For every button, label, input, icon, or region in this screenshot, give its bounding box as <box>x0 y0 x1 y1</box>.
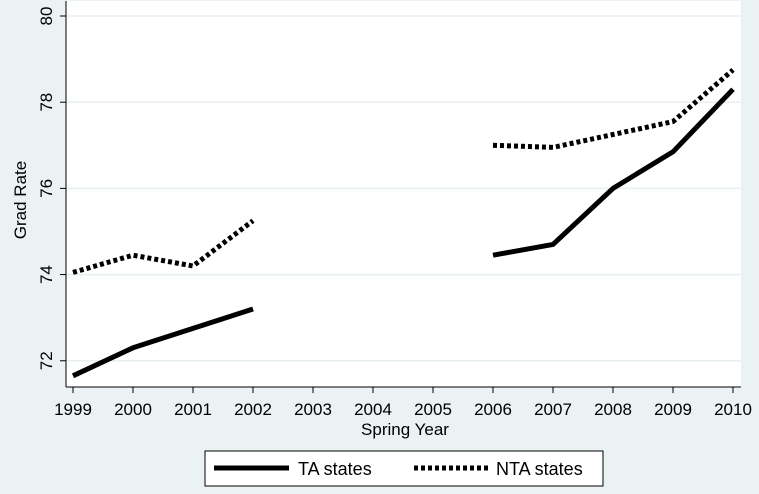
y-tick-label: 74 <box>37 265 56 284</box>
y-tick-label: 78 <box>37 93 56 112</box>
x-axis-title: Spring Year <box>361 420 449 439</box>
legend-label-nta: NTA states <box>496 459 583 479</box>
series-line-nta <box>492 68 735 150</box>
series-line-nta <box>72 218 255 275</box>
x-tick-label: 2000 <box>114 400 152 419</box>
y-tick-label: 76 <box>37 179 56 198</box>
y-tick-label: 72 <box>37 351 56 370</box>
series-line-ta <box>71 306 254 379</box>
x-tick-label: 2001 <box>174 400 212 419</box>
x-tick-label: 2002 <box>234 400 272 419</box>
legend-label-ta: TA states <box>298 459 372 479</box>
x-tick-label: 2009 <box>654 400 692 419</box>
series-lines <box>71 68 735 379</box>
x-tick-label: 2007 <box>534 400 572 419</box>
x-tick-label: 1999 <box>54 400 92 419</box>
x-tick-label: 2003 <box>294 400 332 419</box>
y-tick-label: 80 <box>37 7 56 26</box>
x-tick-label: 2004 <box>354 400 392 419</box>
axes: 72 74 76 78 80 1999 2000 2001 2002 2003 2004 2005 20… <box>37 1 752 419</box>
series-line-ta <box>492 87 735 258</box>
gridlines <box>66 15 741 362</box>
legend: TA states NTA states <box>204 450 604 487</box>
y-axis-title: Grad Rate <box>11 161 30 239</box>
x-tick-label: 2005 <box>414 400 452 419</box>
x-tick-label: 2010 <box>714 400 752 419</box>
x-tick-label: 2006 <box>474 400 512 419</box>
x-tick-label: 2008 <box>594 400 632 419</box>
plot-area <box>66 1 741 387</box>
